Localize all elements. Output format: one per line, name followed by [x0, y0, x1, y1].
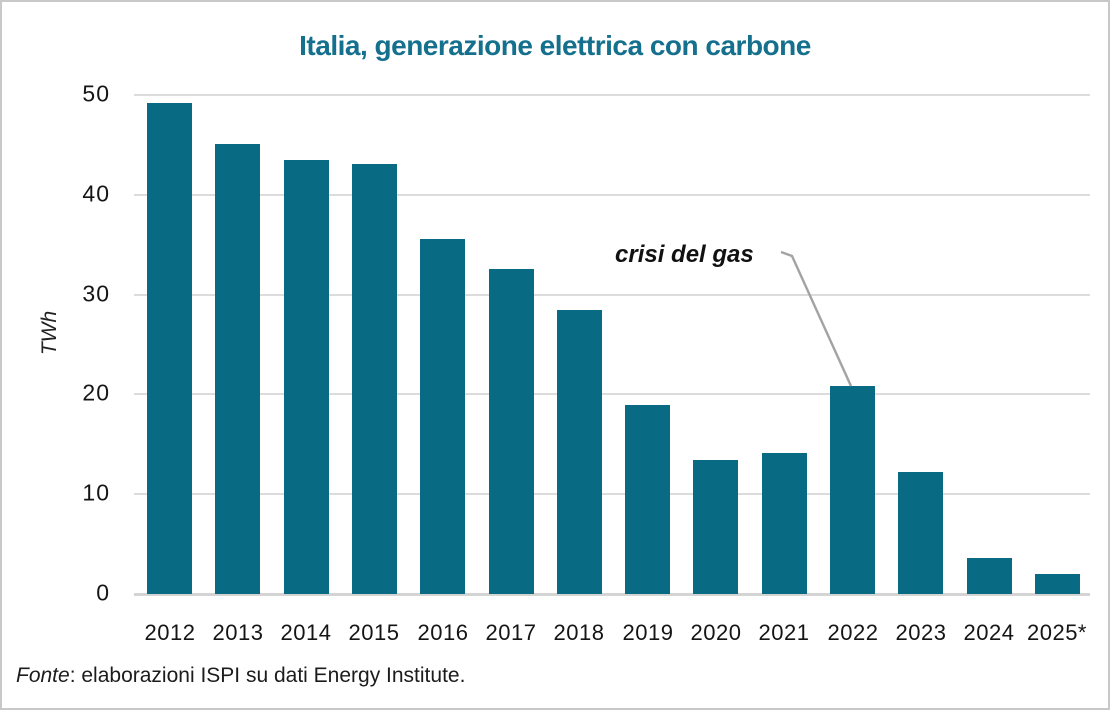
- annotation-label: crisi del gas: [615, 241, 754, 268]
- y-tick-label-40: 40: [82, 180, 110, 207]
- x-tick-label-2013: 2013: [212, 620, 264, 645]
- bar-2024: [967, 558, 1012, 594]
- x-tick-label-2014: 2014: [280, 620, 332, 645]
- x-tick-label-2019: 2019: [622, 620, 674, 645]
- bar-2014: [284, 160, 329, 594]
- bar-2023: [898, 472, 943, 594]
- x-tick-label-2017: 2017: [485, 620, 537, 645]
- gridline-50: [134, 94, 1090, 96]
- bar-2013: [215, 144, 260, 594]
- y-tick-label-0: 0: [96, 579, 110, 606]
- bar-2012: [147, 103, 192, 594]
- x-tick-label-2018: 2018: [553, 620, 605, 645]
- bar-2019: [625, 405, 670, 594]
- y-tick-label-50: 50: [82, 80, 110, 107]
- gridline-0: [134, 593, 1090, 596]
- y-tick-label-30: 30: [82, 280, 110, 307]
- x-tick-label-2015: 2015: [348, 620, 400, 645]
- x-tick-label-2023: 2023: [895, 620, 947, 645]
- gridline-10: [134, 493, 1090, 496]
- source-note-text: : elaborazioni ISPI su dati Energy Insti…: [69, 664, 466, 687]
- bar-2017: [489, 269, 534, 594]
- source-note-prefix: Fonte: [16, 664, 70, 687]
- y-tick-label-20: 20: [82, 379, 110, 406]
- gridline-40: [134, 193, 1090, 196]
- bar-2022: [830, 386, 875, 594]
- x-tick-label-2022: 2022: [827, 620, 879, 645]
- gridline-20: [134, 393, 1090, 396]
- bar-2015: [352, 164, 397, 594]
- x-tick-label-2016: 2016: [417, 620, 469, 645]
- x-tick-label-2024: 2024: [963, 620, 1015, 645]
- chart-title: Italia, generazione elettrica con carbon…: [299, 30, 811, 61]
- bar-2018: [557, 310, 602, 594]
- x-tick-label-2025*: 2025*: [1026, 620, 1087, 645]
- x-tick-label-2020: 2020: [690, 620, 742, 645]
- bar-2020: [693, 460, 738, 594]
- bar-2016: [420, 239, 465, 594]
- x-tick-label-2012: 2012: [144, 620, 196, 645]
- x-tick-label-2021: 2021: [758, 620, 810, 645]
- bar-2025*: [1035, 574, 1080, 594]
- bar-2021: [762, 453, 807, 594]
- gridline-30: [134, 293, 1090, 296]
- source-note: Fonte: elaborazioni ISPI su dati Energy …: [16, 664, 916, 688]
- y-tick-label-10: 10: [82, 479, 110, 506]
- y-axis-title: TWh: [38, 310, 61, 356]
